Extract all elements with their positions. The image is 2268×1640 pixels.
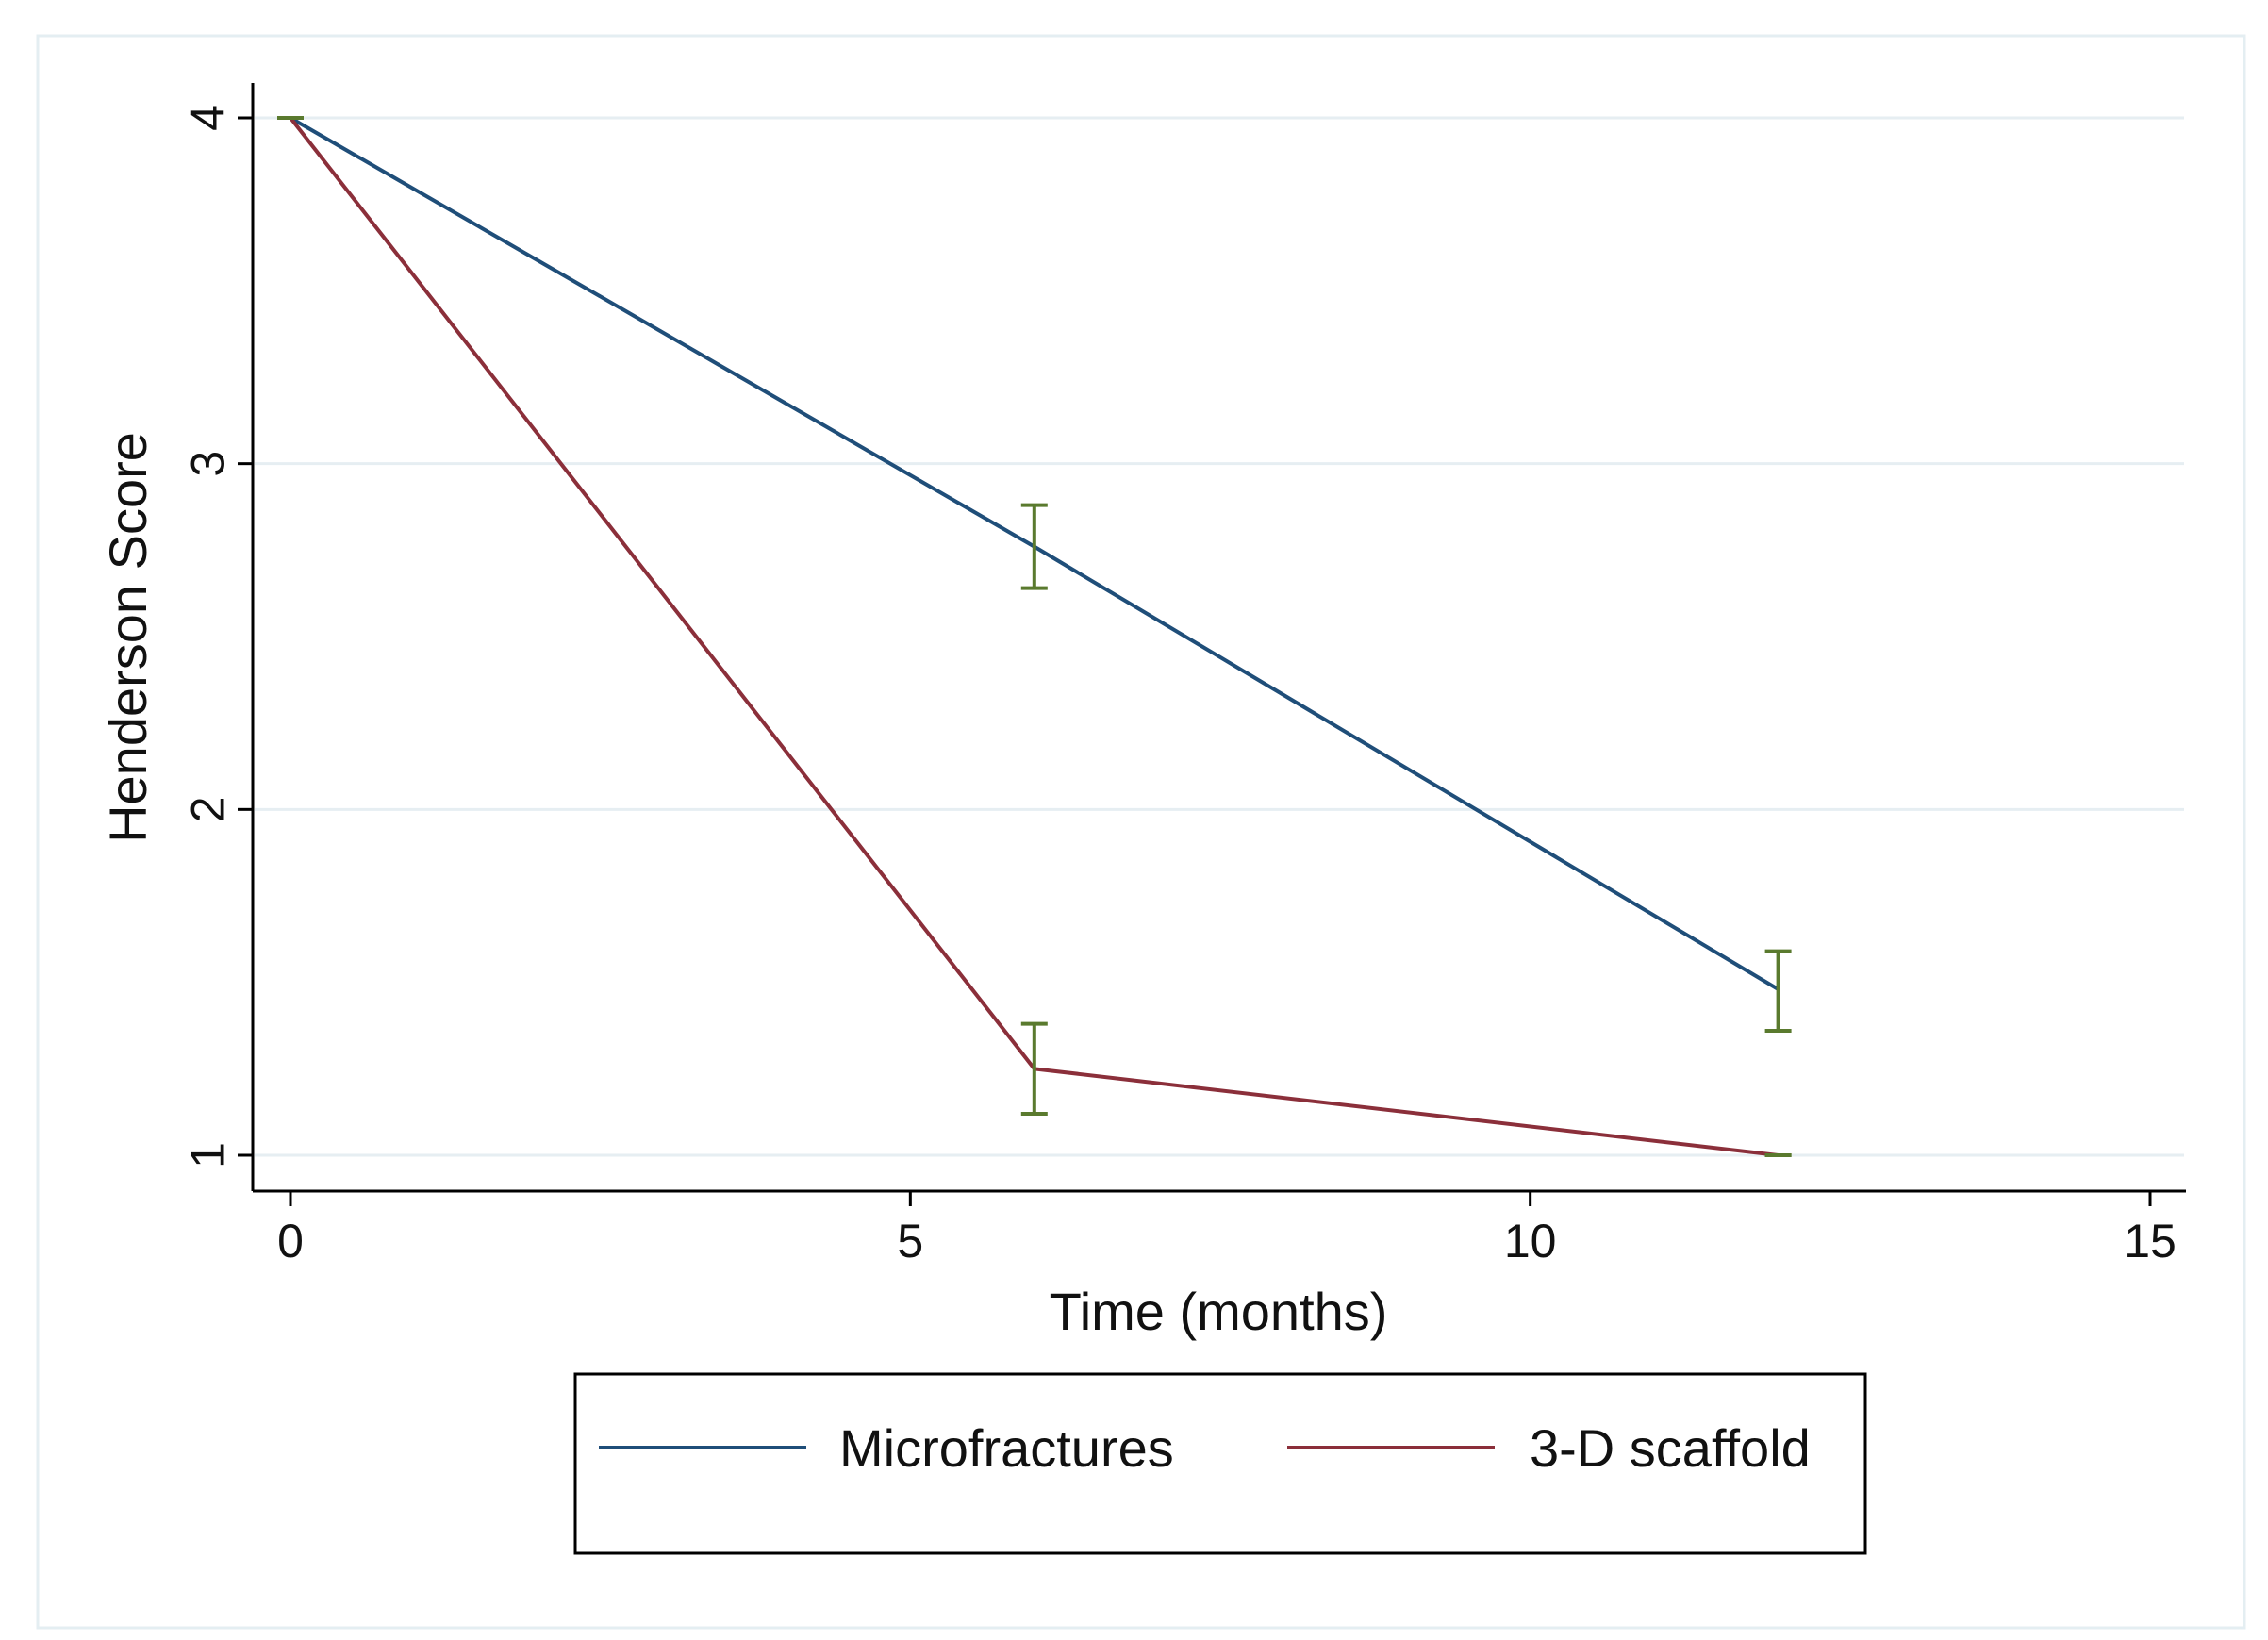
y-tick-label-1: 1 [182,1142,235,1168]
error-bar-microfractures-12 [1764,949,1792,1033]
figure-border [36,34,2246,1630]
x-tick-label-15: 15 [2124,1215,2177,1267]
legend: Microfractures 3-D scaffold [573,1372,1867,1555]
ticks: 1 2 3 4 0 5 10 15 [182,105,2177,1267]
y-tick-label-4: 4 [182,105,235,131]
x-axis-title: Time (months) [1050,1282,1388,1341]
x-tick-label-10: 10 [1504,1215,1557,1267]
legend-label-3d-scaffold: 3-D scaffold [1530,1418,1811,1478]
error-bar-3-d-scaffold-6 [1020,1021,1048,1116]
error-bars [277,116,1792,1157]
x-tick-label-0: 0 [277,1215,304,1267]
legend-box [573,1372,1867,1555]
error-bar-microfractures-6 [1020,503,1048,590]
x-tick-label-5: 5 [897,1215,923,1267]
y-tick-label-2: 2 [182,796,235,822]
legend-label-microfractures: Microfractures [839,1418,1174,1478]
y-tick-label-3: 3 [182,451,235,477]
grid [255,116,2184,1157]
axes [251,83,2186,1193]
y-axis-title: Henderson Score [98,432,157,843]
